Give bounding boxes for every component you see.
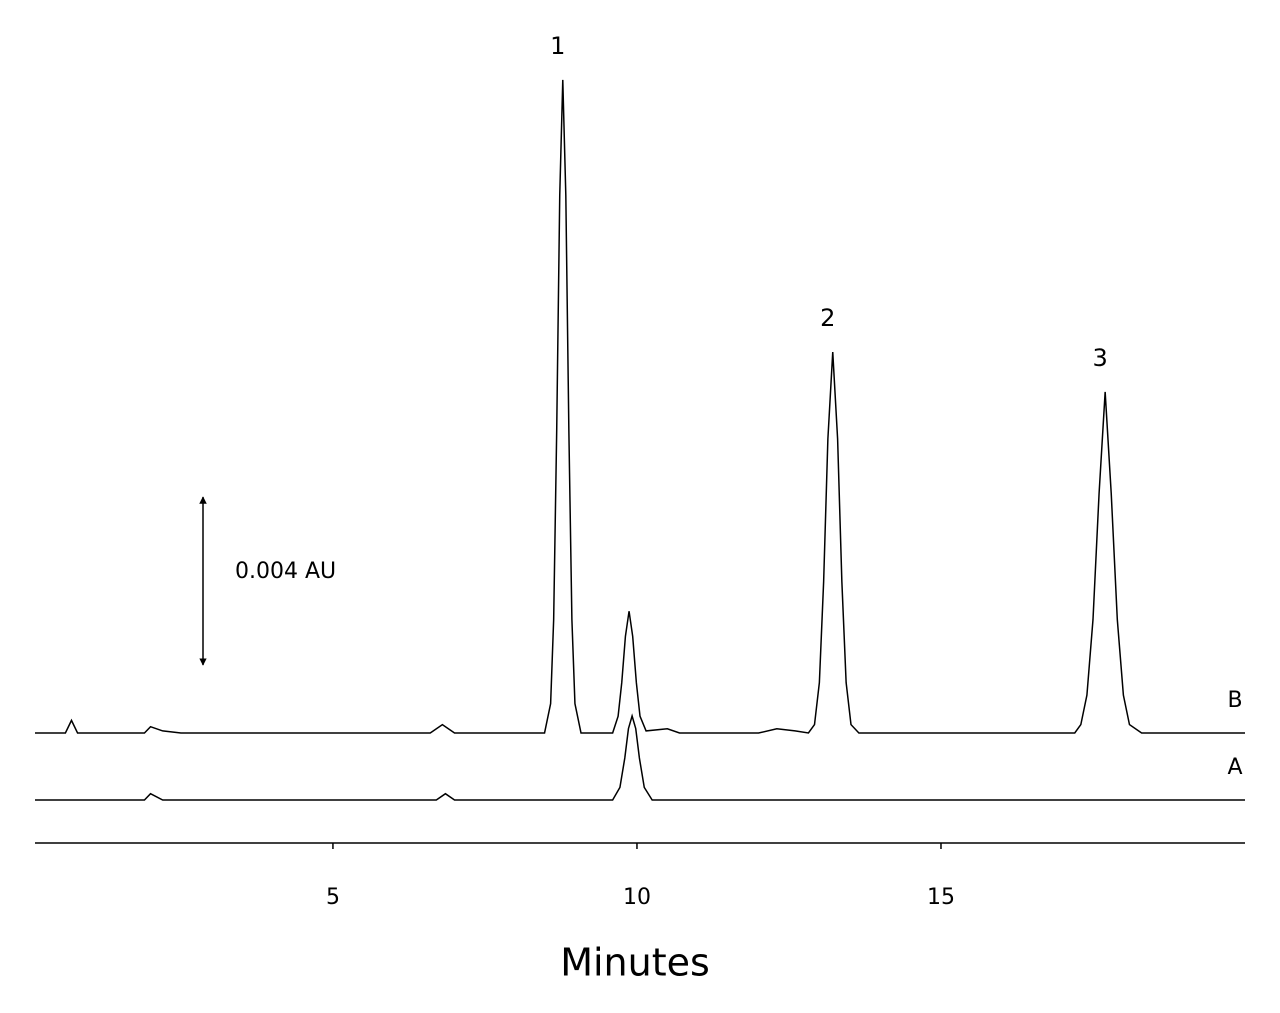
x-axis-label: Minutes	[560, 941, 710, 985]
x-tick-label: 15	[927, 885, 955, 910]
peak-label: 2	[820, 304, 835, 332]
series-label: B	[1227, 688, 1242, 713]
peak-label: 3	[1093, 344, 1108, 372]
trace	[35, 79, 1245, 734]
trace	[35, 713, 1245, 801]
peak-label: 1	[550, 32, 565, 60]
x-tick-label: 5	[326, 885, 340, 910]
x-tick-label: 10	[623, 885, 651, 910]
series-label: A	[1227, 755, 1242, 780]
scale-bar-label: 0.004 AU	[235, 559, 336, 584]
